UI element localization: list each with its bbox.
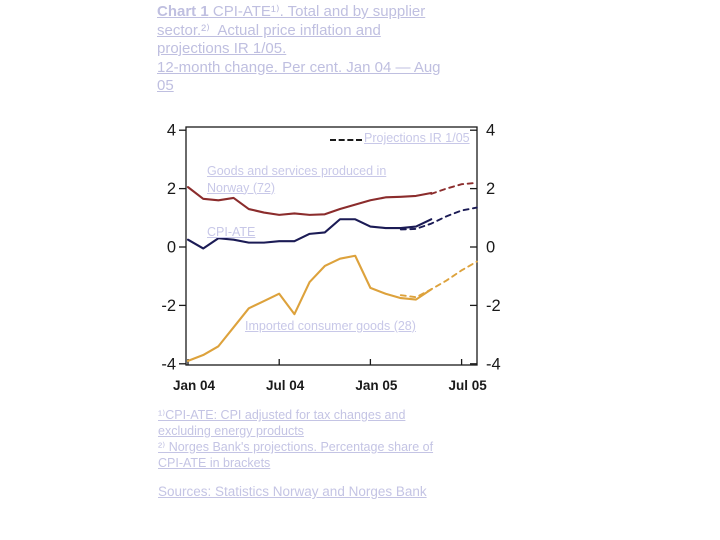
y-axis-tick-label: 2 <box>486 180 495 198</box>
y-axis-tick-label: 0 <box>167 239 176 257</box>
projection-line-cpi-ate <box>399 206 478 231</box>
chart-title-line: 12-month change. Per cent. Jan 04 — Aug <box>157 58 441 76</box>
sources-line: Sources: Statistics Norway and Norges Ba… <box>158 484 427 499</box>
legend-label: Projections IR 1/05 <box>364 131 470 145</box>
series-line-imported-consumer-goods-28 <box>186 254 433 362</box>
projection-line-goods-and-services-produced-in-norway-72 <box>430 181 478 195</box>
x-axis-tick-label: Jul 05 <box>448 378 487 393</box>
y-axis-tick-label: -4 <box>161 355 176 373</box>
footnote-2-line: ²⁾ Norges Bank's projections. Percentage… <box>158 440 434 454</box>
chart-title-line: Chart 1 CPI-ATE¹⁾. Total and by supplier <box>157 3 441 22</box>
y-axis-tick-label: 0 <box>486 239 495 257</box>
series-line-goods-and-services-produced-in-norway-72 <box>186 186 433 216</box>
series-line-cpi-ate <box>186 218 433 250</box>
projection-line-imported-consumer-goods-28 <box>399 260 478 299</box>
footnotes: ¹⁾CPI-ATE: CPI adjusted for tax changes … <box>158 407 433 471</box>
y-axis-tick-label: 4 <box>167 122 176 140</box>
x-axis-tick-label: Jan 04 <box>173 378 216 393</box>
plot-border <box>185 126 478 366</box>
x-axis-tick-label: Jan 05 <box>355 378 398 393</box>
chart-number: Chart 1 <box>157 3 209 20</box>
chart-title-line: 05 <box>157 77 174 94</box>
chart-title-text: CPI-ATE¹⁾. Total and by supplier <box>208 3 426 20</box>
series-label-cpi-ate: CPI-ATE <box>207 225 256 239</box>
y-axis-tick-label: -2 <box>161 297 176 315</box>
footnote-1-line: excluding energy products <box>158 424 304 438</box>
chart-title: Chart 1 CPI-ATE¹⁾. Total and by supplier… <box>157 3 441 96</box>
chart-title-line: projections IR 1/05. <box>157 40 287 57</box>
y-axis-tick-label: -2 <box>486 297 501 315</box>
y-axis-tick-label: 2 <box>167 180 176 198</box>
y-axis-tick-label: -4 <box>486 355 501 373</box>
projection-dash-icon <box>330 139 362 141</box>
y-axis-tick-label: 4 <box>486 122 495 140</box>
chart-title-line: sector.²⁾ Actual price inflation and <box>157 21 381 39</box>
x-axis-tick-label: Jul 04 <box>266 378 305 393</box>
series-label-produced-in-norway: Goods and services produced in Norway (7… <box>207 164 387 195</box>
footnote-2-line: CPI-ATE in brackets <box>158 456 271 470</box>
series-label-imported-goods: Imported consumer goods (28) <box>245 319 416 333</box>
footnote-1-line: ¹⁾CPI-ATE: CPI adjusted for tax changes … <box>158 408 406 422</box>
